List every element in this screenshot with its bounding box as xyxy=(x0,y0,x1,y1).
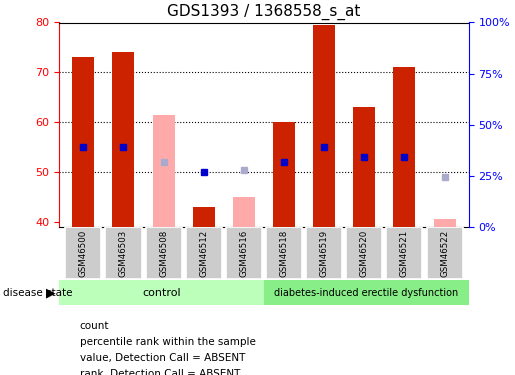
FancyBboxPatch shape xyxy=(65,227,101,279)
Bar xyxy=(434,219,456,227)
Text: GSM46516: GSM46516 xyxy=(239,230,248,277)
FancyBboxPatch shape xyxy=(306,227,342,279)
Bar xyxy=(313,25,335,227)
Text: disease state: disease state xyxy=(3,288,72,298)
Bar xyxy=(393,68,416,227)
Text: GSM46512: GSM46512 xyxy=(199,230,208,277)
Text: GSM46522: GSM46522 xyxy=(440,230,449,277)
Text: GSM46518: GSM46518 xyxy=(280,230,288,277)
FancyBboxPatch shape xyxy=(386,227,422,279)
Text: GSM46508: GSM46508 xyxy=(159,230,168,277)
Text: GSM46521: GSM46521 xyxy=(400,230,409,277)
Text: value, Detection Call = ABSENT: value, Detection Call = ABSENT xyxy=(80,353,245,363)
Title: GDS1393 / 1368558_s_at: GDS1393 / 1368558_s_at xyxy=(167,3,360,20)
Text: diabetes-induced erectile dysfunction: diabetes-induced erectile dysfunction xyxy=(274,288,458,297)
Bar xyxy=(193,207,215,227)
Text: count: count xyxy=(80,321,109,331)
Bar xyxy=(233,197,255,227)
Bar xyxy=(273,122,295,227)
Bar xyxy=(72,57,94,227)
FancyBboxPatch shape xyxy=(146,227,182,279)
Text: percentile rank within the sample: percentile rank within the sample xyxy=(80,337,256,347)
Bar xyxy=(59,280,264,305)
FancyBboxPatch shape xyxy=(226,227,262,279)
Text: control: control xyxy=(142,288,181,297)
Text: GSM46520: GSM46520 xyxy=(360,230,369,277)
Bar xyxy=(112,53,134,227)
Text: GSM46500: GSM46500 xyxy=(79,230,88,277)
FancyBboxPatch shape xyxy=(106,227,142,279)
Bar xyxy=(152,115,175,227)
Text: GSM46503: GSM46503 xyxy=(119,230,128,277)
Bar xyxy=(264,280,469,305)
FancyBboxPatch shape xyxy=(426,227,462,279)
Text: ▶: ▶ xyxy=(46,287,56,300)
FancyBboxPatch shape xyxy=(346,227,382,279)
Text: rank, Detection Call = ABSENT: rank, Detection Call = ABSENT xyxy=(80,369,240,375)
Text: GSM46519: GSM46519 xyxy=(320,230,329,277)
Bar xyxy=(353,107,375,227)
FancyBboxPatch shape xyxy=(186,227,222,279)
FancyBboxPatch shape xyxy=(266,227,302,279)
